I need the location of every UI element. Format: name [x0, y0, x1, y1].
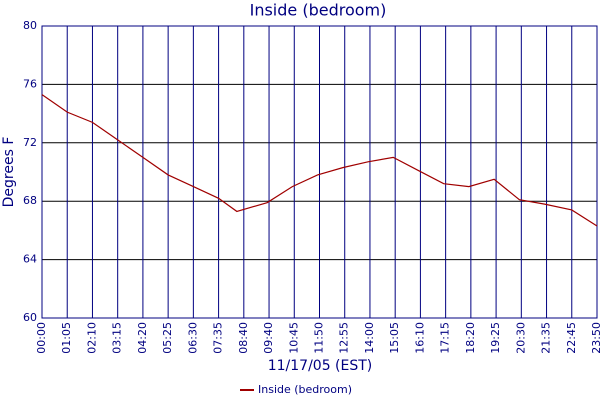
x-tick-label: 22:45: [565, 322, 578, 354]
x-tick-label: 06:30: [186, 322, 199, 354]
x-tick-label: 04:20: [136, 322, 149, 354]
x-tick-label: 00:00: [35, 322, 48, 354]
legend-label: Inside (bedroom): [258, 383, 352, 396]
x-tick-label: 14:00: [363, 322, 376, 354]
x-tick-label: 12:55: [338, 322, 351, 354]
y-tick-label: 68: [23, 194, 37, 207]
x-axis-label: 11/17/05 (EST): [268, 358, 373, 374]
x-tick-label: 01:05: [60, 322, 73, 354]
y-tick-label: 60: [23, 311, 37, 324]
x-tick-label: 10:45: [287, 322, 300, 354]
chart-title: Inside (bedroom): [250, 1, 387, 20]
x-tick-label: 21:35: [540, 322, 553, 354]
x-tick-label: 09:40: [262, 322, 275, 354]
x-tick-label: 08:40: [237, 322, 250, 354]
x-tick-label: 02:10: [85, 322, 98, 354]
x-tick-label: 20:30: [514, 322, 527, 354]
y-tick-label: 72: [23, 136, 37, 149]
x-tick-label: 15:05: [388, 322, 401, 354]
x-tick-label: 18:20: [464, 322, 477, 354]
y-tick-label: 80: [23, 19, 37, 32]
x-tick-label: 03:15: [111, 322, 124, 354]
x-tick-label: 05:25: [161, 322, 174, 354]
y-tick-label: 76: [23, 77, 37, 90]
data-line: [41, 94, 598, 227]
x-tick-label: 19:25: [489, 322, 502, 354]
y-axis-label: Degrees F: [1, 137, 17, 208]
x-tick-label: 23:50: [590, 322, 600, 354]
x-tick-label: 07:35: [212, 322, 225, 354]
y-tick-label: 64: [23, 253, 37, 266]
x-tick-label: 11:50: [313, 322, 326, 354]
plot-frame: [41, 25, 598, 319]
x-tick-label: 16:10: [413, 322, 426, 354]
x-tick-label: 17:15: [439, 322, 452, 354]
